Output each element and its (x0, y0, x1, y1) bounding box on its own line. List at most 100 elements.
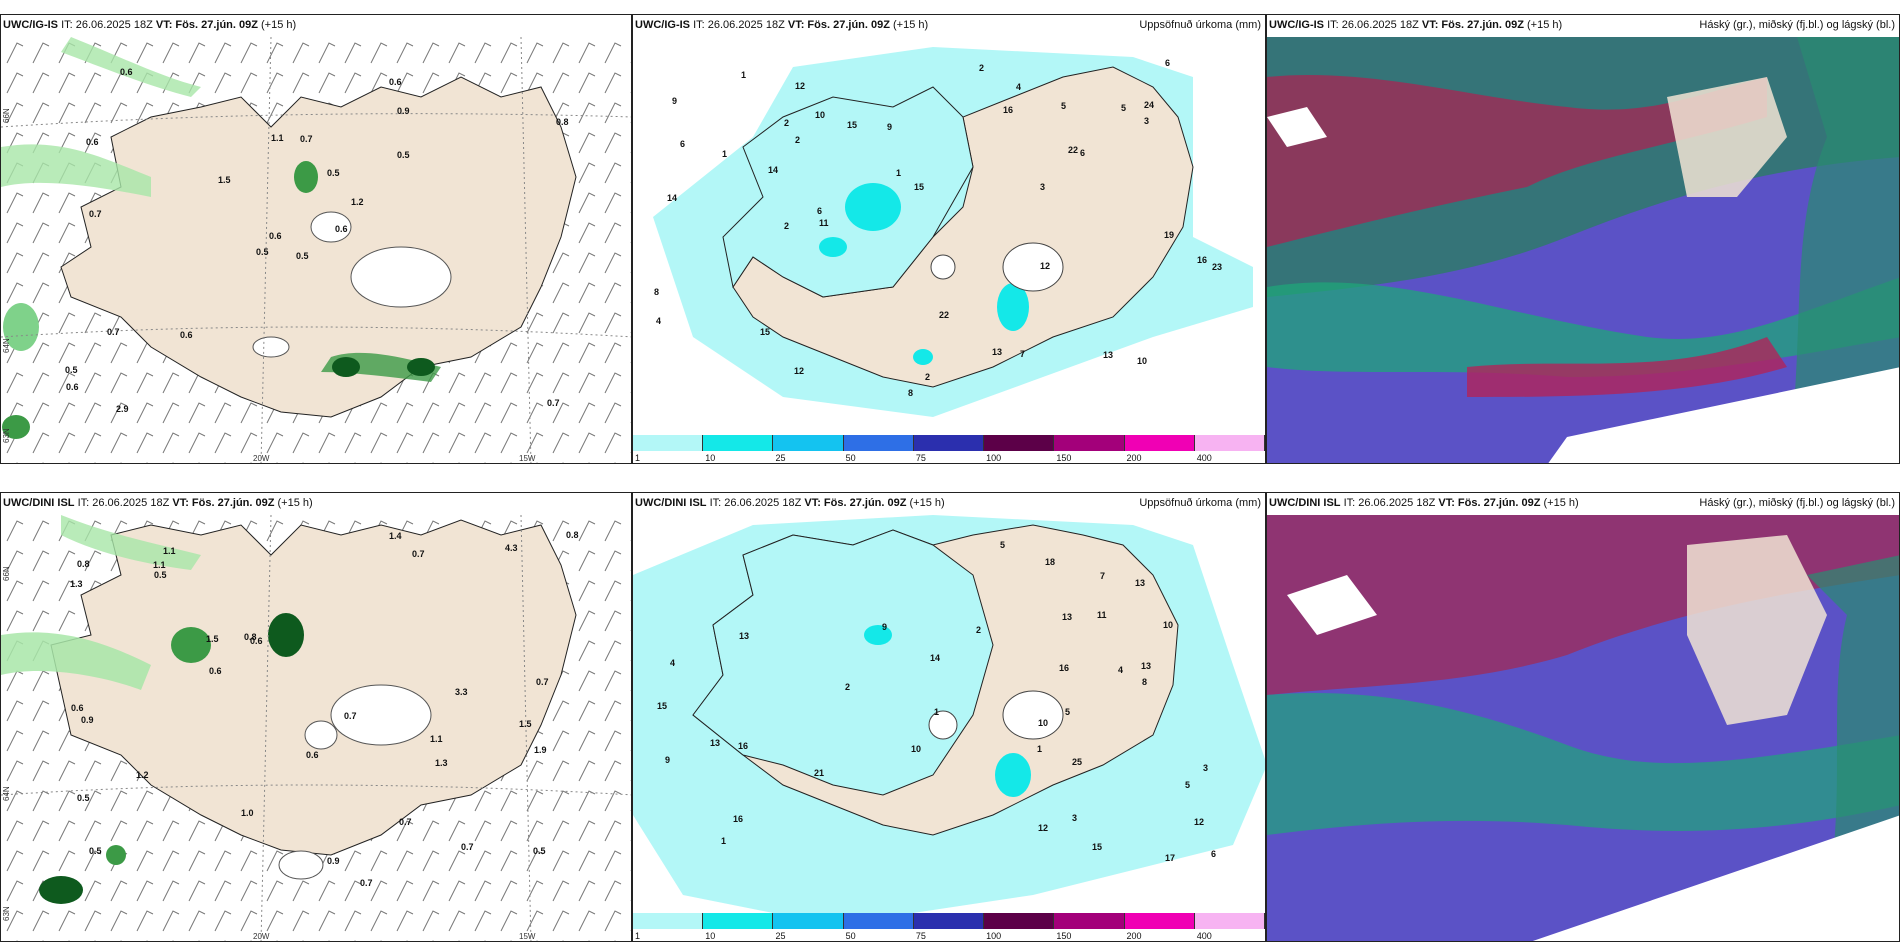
cloud-map[interactable] (1267, 37, 1900, 464)
map-value-label: 2 (925, 372, 930, 382)
map-value-label: 9 (672, 96, 677, 106)
map-value-label: 2 (979, 63, 984, 73)
precip-panel-ig-is: UWC/IG-IS IT: 26.06.2025 18Z VT: Fös. 27… (632, 14, 1266, 464)
map-value-label: 13 (739, 631, 749, 641)
map-value-label: 6 (1165, 58, 1170, 68)
map-value-label: 0.7 (344, 711, 357, 721)
map-value-label: 0.5 (89, 846, 102, 856)
colorbar-swatch (984, 913, 1055, 929)
colorbar-label: 50 (845, 931, 856, 941)
map-value-label: 0.8 (566, 530, 579, 540)
svg-text:15W: 15W (519, 454, 536, 463)
colorbar-swatch (633, 435, 704, 451)
map-value-label: 0.6 (71, 703, 84, 713)
map-value-label: 21 (814, 768, 824, 778)
colorbar-label: 25 (775, 453, 786, 463)
map-value-label: 0.6 (66, 382, 79, 392)
map-value-label: 6 (680, 139, 685, 149)
map-value-label: 0.6 (209, 666, 222, 676)
map-value-label: 13 (1062, 612, 1072, 622)
colorbar-swatch (1054, 913, 1125, 929)
colorbar-swatch (1124, 913, 1195, 929)
colorbar-label: 1 (635, 453, 641, 463)
map-value-label: 0.8 (244, 632, 257, 642)
map-value-label: 0.6 (180, 330, 193, 340)
colorbar-label: 150 (1056, 931, 1072, 941)
map-value-label: 1.1 (271, 133, 284, 143)
map-value-label: 2.9 (116, 404, 129, 414)
map-value-label: 2 (795, 135, 800, 145)
map-value-label: 3 (1072, 813, 1077, 823)
map-value-label: 11 (1097, 610, 1107, 620)
panel-title: UWC/DINI ISL IT: 26.06.2025 18Z VT: Fös.… (3, 497, 313, 509)
map-value-label: 0.9 (81, 715, 94, 725)
map-value-label: 8 (908, 388, 913, 398)
map-value-label: 7 (1020, 349, 1025, 359)
colorbar-label: 200 (1126, 931, 1142, 941)
map-value-label: 4 (1118, 665, 1123, 675)
map-value-label: 0.5 (154, 570, 167, 580)
colorbar-label: 200 (1126, 453, 1142, 463)
map-value-label: 1.1 (153, 560, 166, 570)
wind-map[interactable]: 66N 64N 63N 20W 15W 0.50.60.60.51.20.60.… (1, 37, 632, 464)
colorbar-swatch (1194, 435, 1265, 451)
wind-map[interactable]: 66N 64N 63N 20W 15W 1.11.50.51.10.60.70.… (1, 515, 632, 942)
colorbar-label: 100 (986, 453, 1002, 463)
map-value-label: 0.7 (360, 878, 373, 888)
colorbar-label: 50 (845, 453, 856, 463)
map-value-label: 2 (784, 221, 789, 231)
map-value-label: 0.5 (327, 168, 340, 178)
wind-panel-dini: UWC/DINI ISL IT: 26.06.2025 18Z VT: Fös.… (0, 492, 632, 942)
panel-variable-label: Uppsöfnuð úrkoma (mm) (1139, 497, 1261, 509)
map-value-label: 1 (721, 836, 726, 846)
colorbar-swatch (703, 435, 774, 451)
map-value-label: 0.7 (399, 817, 412, 827)
map-value-label: 19 (1164, 230, 1174, 240)
map-value-label: 0.6 (269, 231, 282, 241)
map-value-label: 14 (930, 653, 940, 663)
map-value-label: 0.5 (65, 365, 78, 375)
cloud-panel-ig-is: UWC/IG-IS IT: 26.06.2025 18Z VT: Fös. 27… (1266, 14, 1900, 464)
cloud-map[interactable] (1267, 515, 1900, 942)
precip-colorbar (633, 435, 1265, 451)
map-value-label: 1.3 (435, 758, 448, 768)
map-value-label: 0.9 (327, 856, 340, 866)
map-value-label: 13 (1135, 578, 1145, 588)
map-value-label: 8 (654, 287, 659, 297)
svg-text:64N: 64N (2, 338, 11, 353)
map-value-label: 15 (1092, 842, 1102, 852)
map-value-label: 11 (819, 218, 829, 228)
map-value-label: 1.2 (136, 770, 149, 780)
colorbar-swatch (1054, 435, 1125, 451)
colorbar-swatch (843, 435, 914, 451)
map-value-label: 2 (784, 118, 789, 128)
map-value-label: 16 (1059, 663, 1069, 673)
map-value-label: 10 (1163, 620, 1173, 630)
map-value-label: 9 (887, 122, 892, 132)
map-value-label: 2 (845, 682, 850, 692)
map-value-label: 12 (1194, 817, 1204, 827)
map-value-label: 3 (1144, 116, 1149, 126)
map-value-label: 5 (1065, 707, 1070, 717)
map-value-label: 1 (722, 149, 727, 159)
map-value-label: 0.5 (397, 150, 410, 160)
colorbar-swatch (703, 913, 774, 929)
map-value-label: 1.1 (430, 734, 443, 744)
panel-variable-label: Uppsöfnuð úrkoma (mm) (1139, 19, 1261, 31)
precip-colorbar (633, 913, 1265, 929)
colorbar-label: 10 (705, 453, 716, 463)
map-value-label: 13 (1141, 661, 1151, 671)
map-value-label: 13 (1103, 350, 1113, 360)
map-value-label: 12 (795, 81, 805, 91)
svg-text:20W: 20W (253, 932, 270, 941)
map-value-label: 5 (1061, 101, 1066, 111)
colorbar-label: 1 (635, 931, 641, 941)
map-value-label: 4 (656, 316, 661, 326)
svg-text:66N: 66N (2, 566, 11, 581)
map-value-label: 16 (738, 741, 748, 751)
iceland-land (60, 76, 577, 418)
colorbar-label: 10 (705, 931, 716, 941)
map-value-label: 13 (710, 738, 720, 748)
